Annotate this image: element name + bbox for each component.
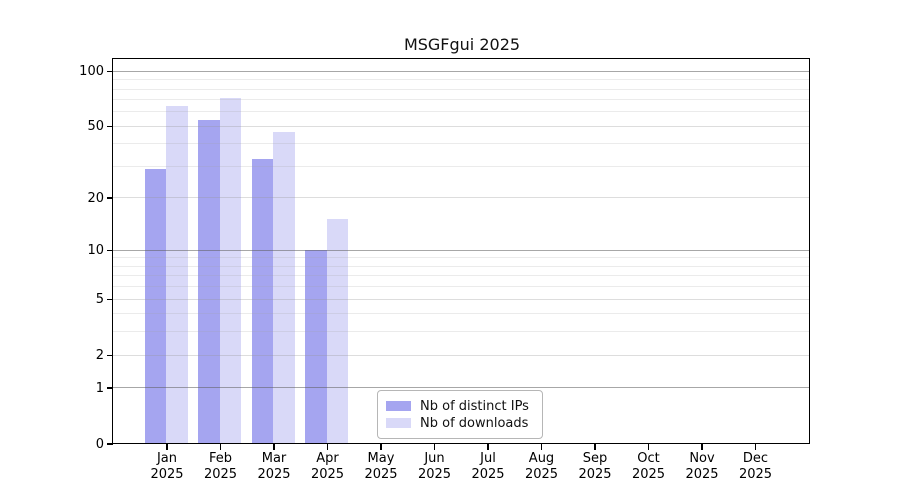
y-tick-mark [107,125,113,128]
x-tick-label-jul: Jul 2025 [471,451,505,482]
gridline-1 [113,387,810,389]
x-tick-mark [166,444,168,450]
x-tick-mark [487,444,489,450]
x-tick-mark [540,444,543,450]
gridline-minor [113,275,810,277]
x-tick-mark [647,444,650,450]
gridline-10 [113,249,810,251]
bar-feb-2025-nb-of-distinct-ips [198,119,220,444]
y-tick-mark [107,354,113,357]
x-tick-label-jan: Jan 2025 [150,451,184,482]
gridline-100 [113,70,810,72]
y-tick-label: 50 [87,119,104,135]
x-tick-label-apr: Apr 2025 [310,451,345,482]
bar-apr-2025-nb-of-distinct-ips [305,249,327,444]
y-tick-mark [107,387,113,389]
x-tick-label-dec: Dec 2025 [738,451,773,482]
x-tick-label-jun: Jun 2025 [417,451,452,482]
y-tick-mark [107,70,113,73]
gridline-minor [113,331,810,333]
gridline-minor [113,265,810,267]
legend-label: Nb of distinct IPs [420,398,529,414]
legend: Nb of distinct IPs Nb of downloads [377,390,543,439]
gridline-minor [113,111,810,113]
y-tick-label: 1 [95,380,104,396]
x-tick-mark [701,444,703,450]
legend-item-nb-of-downloads: Nb of downloads [386,415,533,431]
bar-feb-2025-nb-of-downloads [219,98,242,444]
bar-jan-2025-nb-of-downloads [166,106,188,444]
y-tick-label: 10 [87,242,104,258]
x-tick-label-sep: Sep 2025 [578,451,612,482]
legend-item-nb-of-distinct-ips: Nb of distinct IPs [386,398,533,414]
x-tick-mark [273,444,275,450]
gridline-minor [113,99,810,101]
x-tick-label-may: May 2025 [364,451,398,482]
gridline-2 [113,354,810,356]
x-tick-label-oct: Oct 2025 [631,451,666,482]
legend-label: Nb of downloads [420,415,529,431]
y-tick-mark [107,249,113,252]
y-tick-label: 5 [95,291,104,307]
legend-swatch-icon [386,418,411,428]
bar-jan-2025-nb-of-distinct-ips [144,168,167,444]
y-tick-label: 2 [95,347,104,363]
x-tick-mark [433,444,436,450]
x-tick-mark [594,444,596,450]
gridline-minor [113,257,810,259]
gridline-minor [113,88,810,90]
y-tick-mark [107,443,113,445]
y-tick-label: 0 [95,436,104,452]
x-tick-label-nov: Nov 2025 [685,451,719,482]
gridline-20 [113,197,810,199]
y-tick-mark [107,298,113,301]
gridline-minor [113,313,810,315]
gridline-minor [113,79,810,81]
y-tick-label: 100 [79,64,104,80]
bar-mar-2025-nb-of-downloads [273,132,295,444]
x-tick-label-aug: Aug 2025 [524,451,559,482]
bar-mar-2025-nb-of-distinct-ips [251,158,274,444]
gridline-50 [113,125,810,127]
y-tick-label: 20 [87,190,104,206]
gridline-minor [113,166,810,168]
x-tick-mark [219,444,222,450]
chart-title: MSGFgui 2025 [403,35,521,54]
x-tick-mark [754,444,757,450]
gridline-5 [113,298,810,300]
x-tick-mark [326,444,329,450]
y-tick-mark [107,197,113,200]
legend-swatch-icon [386,401,411,411]
gridline-minor [113,286,810,288]
x-tick-mark [380,444,382,450]
plot-area [112,58,811,445]
gridline-minor [113,143,810,145]
x-tick-label-mar: Mar 2025 [257,451,291,482]
x-tick-label-feb: Feb 2025 [203,451,238,482]
